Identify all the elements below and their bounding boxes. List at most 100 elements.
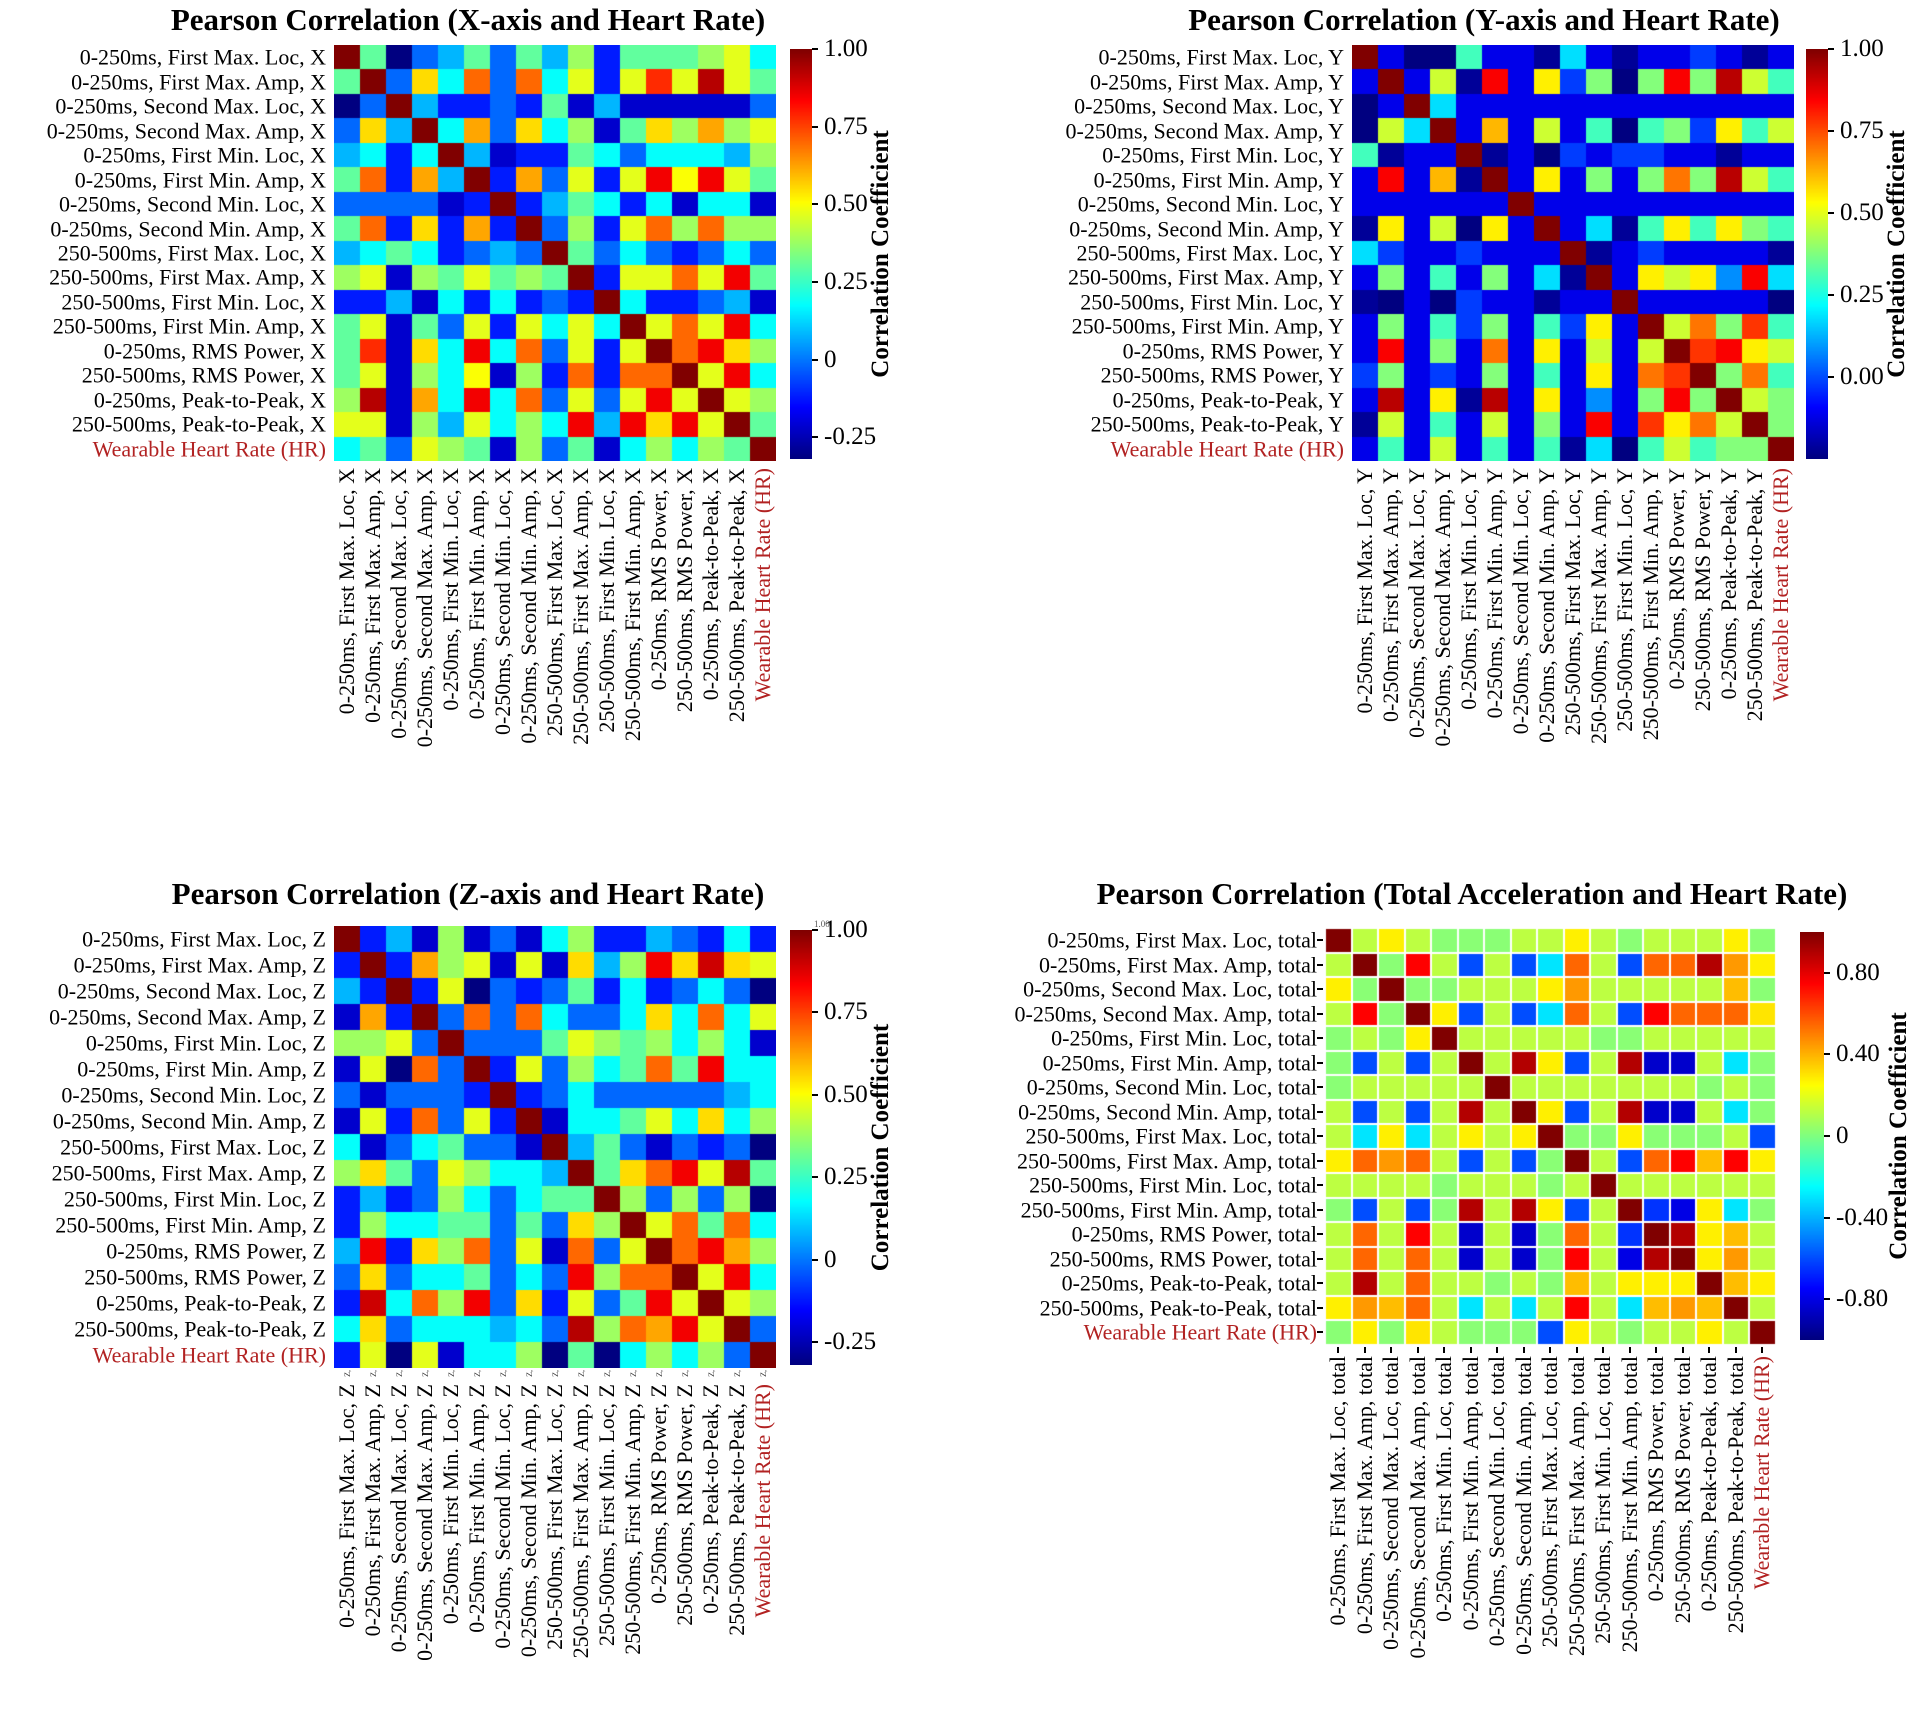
- y-axis-tick: [1317, 1184, 1323, 1187]
- row-label: 250-500ms, First Min. Loc, Z: [63, 1186, 326, 1212]
- row-label: 0-250ms, First Min. Loc, Z: [85, 1030, 326, 1056]
- col-label: 250-500ms, Peak-to-Peak, total: [1722, 1356, 1748, 1634]
- col-label: 0-250ms, Peak-to-Peak, total: [1696, 1356, 1722, 1612]
- colorbar-tick: [812, 1258, 818, 1261]
- panel-title-x: Pearson Correlation (X-axis and Heart Ra…: [170, 2, 766, 37]
- row-label: 0-250ms, First Max. Amp, Y: [1089, 69, 1344, 95]
- colorbar-tick: [1824, 1216, 1830, 1219]
- row-label: 0-250ms, Peak-to-Peak, Z: [96, 1290, 326, 1316]
- row-label: 0-250ms, Peak-to-Peak, total: [1061, 1270, 1317, 1296]
- row-label: 250-500ms, First Max. Loc, Z: [60, 1134, 326, 1160]
- col-label: 0-250ms, Second Max. Loc, Z: [386, 1384, 411, 1653]
- x-axis-tick: [1681, 1347, 1684, 1353]
- col-label: 0-250ms, Second Min. Loc, Z: [490, 1384, 515, 1649]
- mini-col-tick-label: Z,: [525, 1370, 534, 1377]
- mini-col-tick-label: Z,: [473, 1370, 482, 1377]
- colorbar-tick: [1828, 212, 1834, 214]
- colorbar-tick-label: 0.40: [1836, 1040, 1880, 1068]
- col-label: 250-500ms, RMS Power, total: [1669, 1356, 1695, 1624]
- col-label: 0-250ms, Second Min. Amp, Z: [516, 1384, 541, 1658]
- y-axis-tick: [1317, 939, 1323, 942]
- col-label: 250-500ms, RMS Power, Z: [672, 1384, 697, 1626]
- row-label: 0-250ms, First Min. Amp, Z: [77, 1056, 326, 1082]
- col-label: 0-250ms, Second Min. Loc, Y: [1508, 468, 1533, 735]
- row-label: 250-500ms, First Min. Loc, Y: [1080, 289, 1344, 315]
- colorbar-tick-label: 0.50: [824, 1080, 868, 1108]
- x-axis-tick: [1443, 1347, 1446, 1353]
- col-label: 0-250ms, Second Min. Loc, total: [1484, 1356, 1510, 1647]
- mini-col-tick-label: Z,: [369, 1370, 378, 1377]
- x-axis-tick: [1602, 1347, 1605, 1353]
- colorbar-axis-label: Correlation Coefficient: [1883, 130, 1910, 378]
- mini-col-tick-label: Z,: [577, 1370, 586, 1377]
- x-axis-tick: [1761, 1347, 1764, 1353]
- y-axis-tick: [1317, 1037, 1323, 1040]
- row-label: 250-500ms, Peak-to-Peak, X: [71, 411, 326, 437]
- row-label: 0-250ms, Peak-to-Peak, Y: [1112, 387, 1344, 413]
- y-axis-tick: [1317, 1282, 1323, 1285]
- col-label: 0-250ms, RMS Power, X: [646, 468, 671, 691]
- mini-col-tick-label: Z,: [551, 1370, 560, 1377]
- colorbar-total-canvas: [1800, 932, 1824, 1340]
- colorbar-tick-label: 0: [824, 1245, 837, 1273]
- col-label-heart-rate: Wearable Heart Rate (HR): [1768, 468, 1793, 702]
- y-axis-tick: [1317, 1233, 1323, 1236]
- x-axis-tick: [1734, 1347, 1737, 1353]
- colorbar-tick: [1828, 48, 1834, 50]
- row-label: 0-250ms, Second Max. Loc, total: [1023, 976, 1317, 1002]
- row-label: 0-250ms, Second Max. Loc, Z: [57, 978, 326, 1004]
- col-label: 250-500ms, First Max. Amp, X: [568, 468, 593, 745]
- colorbar-tick-label: 0.25: [824, 267, 868, 295]
- colorbar-tick: [812, 125, 818, 128]
- row-label: 0-250ms, RMS Power, X: [103, 338, 326, 364]
- row-label: 250-500ms, First Min. Loc, X: [61, 289, 326, 315]
- col-label-heart-rate: Wearable Heart Rate (HR): [750, 468, 775, 702]
- row-label: 0-250ms, First Max. Loc, Y: [1098, 44, 1344, 70]
- row-label: 0-250ms, Second Min. Amp, X: [50, 216, 326, 242]
- panel-title-z: Pearson Correlation (Z-axis and Heart Ra…: [171, 876, 765, 911]
- col-label: 0-250ms, RMS Power, Z: [646, 1384, 671, 1604]
- y-axis-tick: [1317, 1331, 1323, 1334]
- col-label: 250-500ms, First Min. Loc, Y: [1612, 468, 1637, 732]
- row-label: 250-500ms, First Max. Amp, Y: [1067, 264, 1344, 290]
- row-label: 0-250ms, RMS Power, Y: [1122, 338, 1344, 364]
- col-label: 0-250ms, First Min. Amp, Y: [1482, 468, 1507, 719]
- y-axis-tick: [1317, 1306, 1323, 1309]
- col-label: 0-250ms, RMS Power, Y: [1664, 468, 1689, 690]
- col-label: 0-250ms, Second Max. Loc, X: [386, 468, 411, 739]
- row-label: 0-250ms, RMS Power, Z: [106, 1238, 326, 1264]
- panel-title-total: Pearson Correlation (Total Acceleration …: [1096, 876, 1848, 911]
- row-label: 0-250ms, Second Min. Loc, Z: [61, 1082, 326, 1108]
- panel-title-y: Pearson Correlation (Y-axis and Heart Ra…: [1188, 2, 1780, 37]
- col-label: 250-500ms, First Max. Loc, X: [542, 468, 567, 737]
- row-label: 0-250ms, Second Max. Amp, Y: [1065, 118, 1344, 144]
- col-label: 250-500ms, First Max. Amp, total: [1563, 1356, 1589, 1657]
- row-label: 250-500ms, Peak-to-Peak, Y: [1090, 411, 1344, 437]
- x-axis-tick: [1337, 1347, 1340, 1353]
- colorbar-x-canvas: [790, 49, 812, 459]
- col-label: 0-250ms, RMS Power, total: [1643, 1356, 1669, 1602]
- row-label: 250-500ms, First Min. Amp, Y: [1071, 313, 1344, 339]
- row-label: 0-250ms, Second Max. Loc, Y: [1074, 93, 1344, 119]
- col-label: 0-250ms, First Max. Loc, X: [334, 468, 359, 715]
- row-label: 0-250ms, First Max. Amp, X: [71, 69, 326, 95]
- y-axis-tick: [1317, 1110, 1323, 1113]
- x-axis-tick: [1390, 1347, 1393, 1353]
- row-label: 250-500ms, First Max. Amp, total: [1016, 1148, 1317, 1174]
- row-label: 0-250ms, First Min. Amp, X: [74, 167, 326, 193]
- col-label: 0-250ms, Second Max. Loc, total: [1378, 1356, 1404, 1650]
- row-label: 250-500ms, First Min. Loc, total: [1029, 1172, 1317, 1198]
- colorbar-tick-label: 0.75: [824, 112, 868, 140]
- mini-col-tick-label: Z,: [681, 1370, 690, 1377]
- mini-colorbar-label: 1.00: [814, 919, 830, 929]
- col-label: 0-250ms, Second Max. Loc, Y: [1404, 468, 1429, 738]
- x-axis-tick: [1575, 1347, 1578, 1353]
- colorbar-tick-label: 0.25: [1840, 281, 1884, 308]
- col-label: 0-250ms, First Max. Amp, total: [1351, 1356, 1377, 1635]
- heatmap-z-canvas: [334, 926, 776, 1368]
- col-label: 0-250ms, First Min. Loc, X: [438, 468, 463, 711]
- col-label: 250-500ms, First Max. Amp, Z: [568, 1384, 593, 1659]
- col-label: 0-250ms, Second Min. Amp, Y: [1534, 468, 1559, 743]
- mini-col-tick-label: Z,: [603, 1370, 612, 1377]
- heatmap-total-canvas: [1325, 928, 1776, 1345]
